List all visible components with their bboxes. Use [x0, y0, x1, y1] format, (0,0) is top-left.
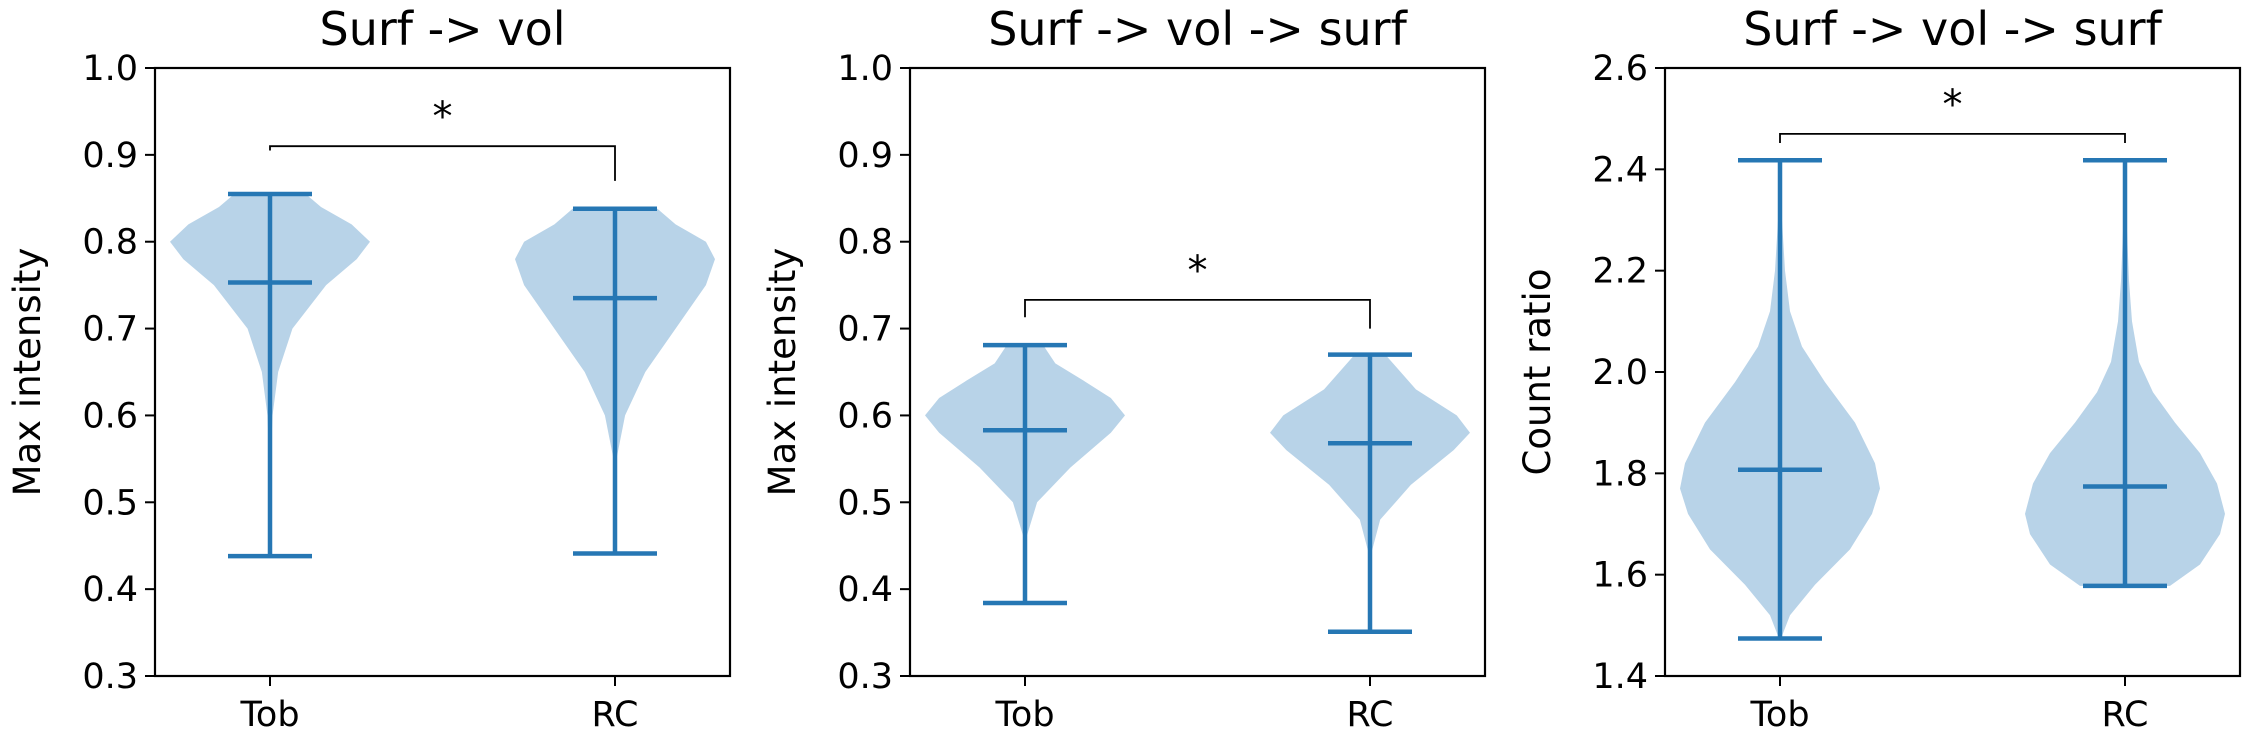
y-tick-label: 0.6: [82, 396, 138, 436]
y-tick-label: 0.8: [837, 223, 893, 263]
y-axis-label: Max intensity: [761, 248, 804, 497]
chart-title: Surf -> vol -> surf: [988, 2, 1408, 56]
y-tick-label: 0.4: [837, 570, 893, 610]
x-tick-label: RC: [2101, 695, 2148, 735]
y-tick-label: 0.4: [82, 570, 138, 610]
panel-surf-to-vol-to-surf-intensity: Surf -> vol -> surf Max intensity * 0.3 0.…: [761, 2, 1487, 735]
y-tick-label: 2.2: [1592, 252, 1648, 292]
y-axis-label: Count ratio: [1516, 269, 1559, 476]
y-tick-label: 0.7: [82, 310, 138, 350]
x-tick-label: RC: [591, 695, 638, 735]
panel-surf-to-vol: Surf -> vol Max intensity * 0.3 0.4 0.5 0.6 0…: [6, 2, 732, 735]
chart-title: Surf -> vol: [320, 2, 566, 56]
significance-star: *: [1188, 248, 1208, 294]
y-tick-label: 1.6: [1592, 556, 1648, 596]
y-tick-label: 0.6: [837, 396, 893, 436]
axes-frame: [153, 66, 732, 678]
y-tick-label: 0.9: [82, 136, 138, 176]
y-tick-label: 0.3: [82, 657, 138, 697]
y-tick-label: 0.3: [837, 657, 893, 697]
y-tick-label: 1.8: [1592, 454, 1648, 494]
y-tick-label: 0.8: [82, 223, 138, 263]
plot-area: *: [170, 94, 715, 559]
y-axis-label: Max intensity: [6, 248, 49, 497]
y-tick-label: 0.5: [82, 483, 138, 523]
y-tick-label: 0.7: [837, 310, 893, 350]
y-tick-label: 0.5: [837, 483, 893, 523]
y-tick-label: 2.0: [1592, 353, 1648, 393]
y-tick-label: 2.6: [1592, 49, 1648, 89]
y-tick-label: 1.0: [82, 49, 138, 89]
significance-star: *: [1943, 82, 1963, 128]
plot-area: *: [925, 248, 1470, 634]
x-tick-label: Tob: [994, 695, 1054, 735]
y-tick-label: 0.9: [837, 136, 893, 176]
y-tick-label: 2.4: [1592, 150, 1648, 190]
significance-bracket: [269, 145, 616, 181]
axes-frame: [908, 66, 1487, 678]
x-tick-label: Tob: [239, 695, 299, 735]
x-tick-label: Tob: [1749, 695, 1809, 735]
panel-surf-to-vol-to-surf-count: Surf -> vol -> surf Count ratio * 1.4 1.6 1…: [1516, 2, 2242, 735]
significance-star: *: [433, 94, 453, 140]
significance-bracket: [1779, 132, 2126, 143]
chart-title: Surf -> vol -> surf: [1743, 2, 2163, 56]
y-tick-label: 1.0: [837, 49, 893, 89]
y-tick-label: 1.4: [1592, 657, 1648, 697]
significance-bracket: [1024, 299, 1371, 329]
plot-area: *: [1680, 82, 2225, 641]
x-tick-label: RC: [1346, 695, 1393, 735]
